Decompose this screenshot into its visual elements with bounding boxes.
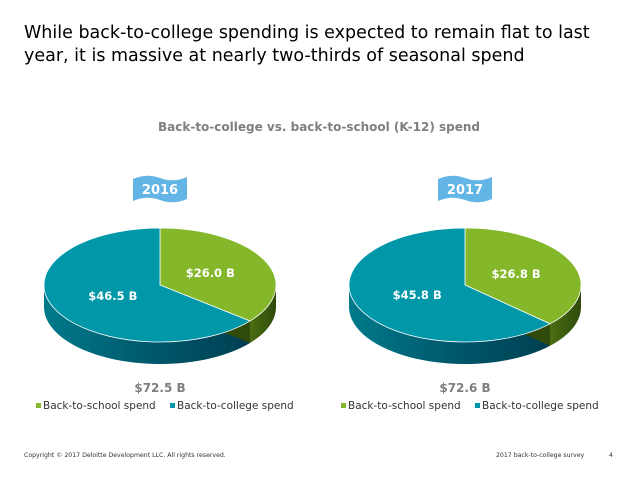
school-slice <box>159 227 277 322</box>
school-value-label: $26.0 B <box>186 266 235 280</box>
school-slice <box>464 227 582 325</box>
legend-label-school: Back-to-school spend <box>348 400 461 412</box>
legend-label-college: Back-to-college spend <box>177 400 294 412</box>
college-slice <box>348 227 551 343</box>
copyright-footer: Copyright © 2017 Deloitte Development LL… <box>24 452 226 459</box>
legend-swatch-school <box>36 403 41 408</box>
total-label: $72.5 B <box>134 381 185 395</box>
slide-title: While back-to-college spending is expect… <box>24 23 590 66</box>
school-value-label: $26.8 B <box>491 267 540 281</box>
college-slice-side <box>349 285 550 364</box>
page-number: 4 <box>609 452 613 459</box>
legend-label-college: Back-to-college spend <box>482 400 599 412</box>
legend: Back-to-school spend Back-to-college spen… <box>36 400 294 412</box>
chart-title: Back-to-college vs. back-to-school (K-12… <box>158 120 480 134</box>
school-slice-side <box>250 285 276 343</box>
college-slice-side <box>44 285 251 364</box>
school-slice-side <box>549 285 581 346</box>
year-banner-2017 <box>438 175 492 203</box>
pie-chart-2017: $26.8 B $45.8 B 2017 $72.6 B Back-to-school … <box>341 175 599 412</box>
college-slice <box>43 227 251 343</box>
legend: Back-to-school spend Back-to-college spen… <box>341 400 599 412</box>
survey-footer: 2017 back-to-college survey <box>496 452 585 459</box>
year-label: 2016 <box>142 183 178 198</box>
year-banner-2016 <box>133 175 187 203</box>
legend-swatch-college <box>475 403 480 408</box>
college-value-label: $46.5 B <box>88 289 137 303</box>
legend-swatch-school <box>341 403 346 408</box>
college-value-label: $45.8 B <box>393 288 442 302</box>
pie-chart-2016: $26.0 B $46.5 B 2016 $72.5 B Back-to-school … <box>36 175 294 412</box>
total-label: $72.6 B <box>439 381 490 395</box>
legend-swatch-college <box>170 403 175 408</box>
legend-label-school: Back-to-school spend <box>43 400 156 412</box>
year-label: 2017 <box>447 183 483 198</box>
